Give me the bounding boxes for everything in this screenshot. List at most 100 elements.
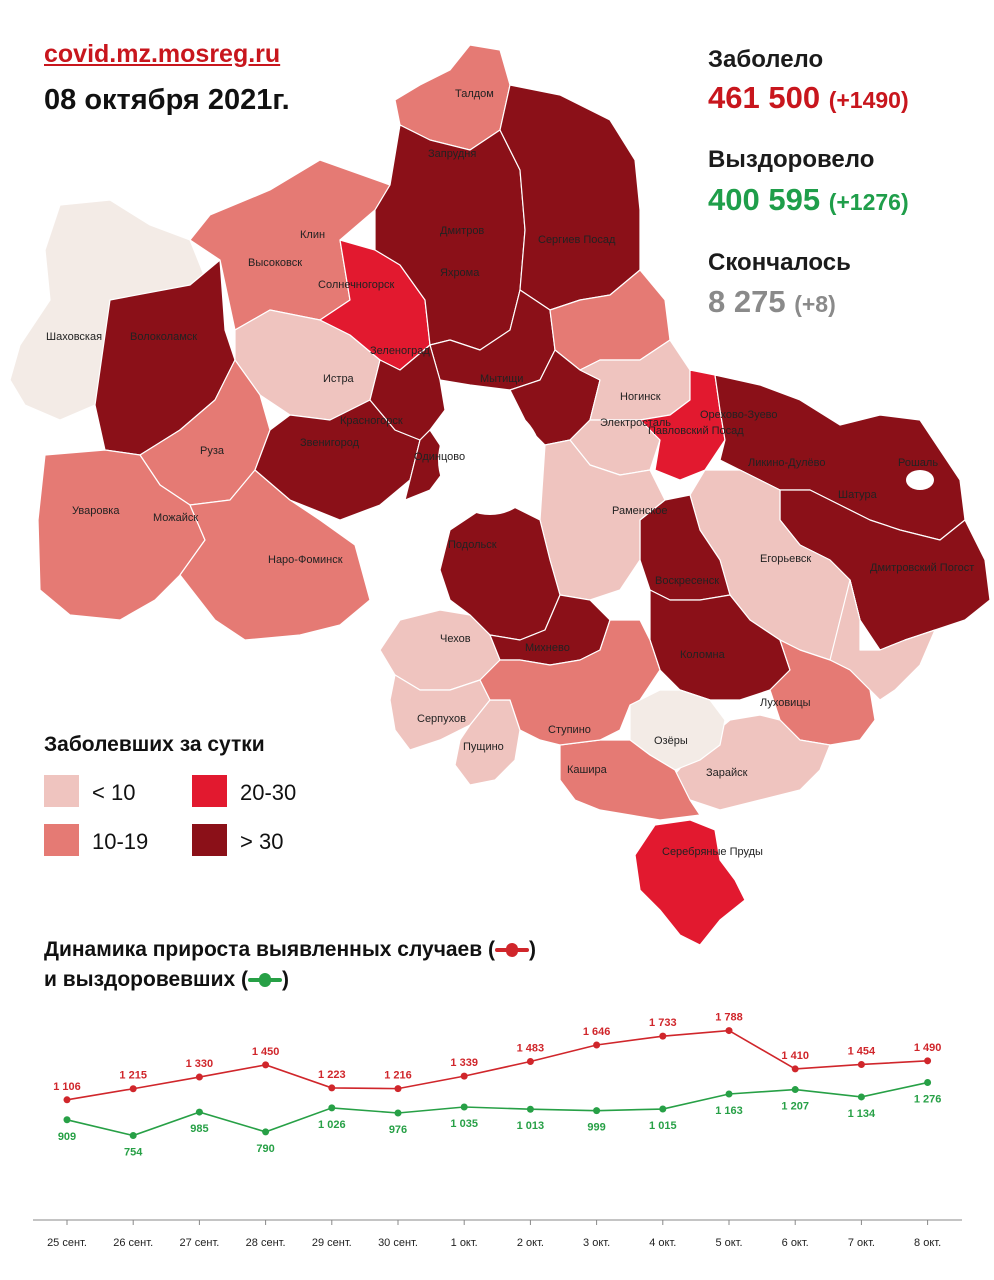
legend-label-gt30: > 30 <box>240 829 284 854</box>
x-tick-label: 27 сент. <box>179 1237 219 1249</box>
map-label: Луховицы <box>760 697 811 709</box>
map-label: Чехов <box>440 633 471 645</box>
map-label: Шатура <box>838 489 878 501</box>
recovered-point <box>63 1116 71 1124</box>
recovered-data-label: 999 <box>587 1122 605 1134</box>
chart-title-line1: Динамика прироста выявленных случаев ( <box>44 938 495 961</box>
recovered-value: 400 595 (+1276) <box>708 182 909 218</box>
recovered-series-line <box>66 1081 928 1137</box>
map-label: Одинцово <box>414 451 465 463</box>
recovered-total: 400 595 <box>708 182 821 217</box>
cases-point <box>262 1061 270 1069</box>
legend-swatch-20-30 <box>192 775 227 807</box>
recovered-point <box>659 1105 667 1113</box>
cases-data-label: 1 106 <box>53 1081 81 1093</box>
recovered-data-label: 1 276 <box>914 1094 942 1106</box>
chart-title: Динамика прироста выявленных случаев () … <box>44 935 536 995</box>
x-tick-label: 4 окт. <box>649 1237 676 1249</box>
cases-data-label: 1 483 <box>517 1043 545 1055</box>
x-tick-label: 1 окт. <box>451 1237 478 1249</box>
region-map: Талдом Запрудня Дмитров Сергиев Посад Клин Вы… <box>9 44 991 946</box>
recovered-data-label: 976 <box>389 1124 407 1136</box>
cases-point <box>63 1096 71 1104</box>
map-district-pavlovsky-posad <box>639 369 726 481</box>
map-label: Шаховская <box>46 331 102 343</box>
map-label: Яхрома <box>440 267 480 279</box>
cases-data-label: 1 223 <box>318 1069 346 1081</box>
chart-title-line1-end: ) <box>528 938 536 961</box>
map-district-krasnogorsk <box>369 344 446 441</box>
cases-data-label: 1 215 <box>119 1070 147 1082</box>
chart-title-line2: и выздоровевших ( <box>44 968 248 991</box>
deaths-delta: (+8) <box>794 291 836 317</box>
map-label: Волоколамск <box>130 331 197 343</box>
cases-point <box>725 1027 733 1035</box>
map-label: Мытищи <box>480 373 523 385</box>
map-label: Подольск <box>448 539 497 551</box>
map-label: Серпухов <box>417 713 466 725</box>
map-label: Дмитров <box>440 225 484 237</box>
x-tick-label: 29 сент. <box>312 1237 352 1249</box>
legend-label-10-19: 10-19 <box>92 829 149 854</box>
cases-point <box>328 1084 336 1092</box>
cases-data-label: 1 788 <box>715 1012 743 1024</box>
map-label: Кашира <box>567 764 608 776</box>
recovered-point <box>725 1090 733 1098</box>
cases-point <box>924 1057 932 1065</box>
cases-label: Заболело <box>708 46 824 73</box>
cases-data-label: 1 454 <box>848 1045 876 1057</box>
recovered-data-label: 1 163 <box>715 1105 743 1117</box>
recovered-data-label: 1 013 <box>517 1120 545 1132</box>
map-label: Михнево <box>525 642 570 654</box>
x-tick-label: 5 окт. <box>715 1237 742 1249</box>
moscow-city-area <box>438 405 542 515</box>
report-date: 08 октября 2021г. <box>44 84 290 116</box>
cases-data-label: 1 490 <box>914 1042 942 1054</box>
map-label: Электросталь <box>600 417 671 429</box>
x-tick-label: 2 окт. <box>517 1237 544 1249</box>
map-label: Наро-Фоминск <box>268 554 343 566</box>
cases-point <box>460 1072 468 1080</box>
recovered-point <box>791 1086 799 1094</box>
cases-data-label: 1 339 <box>450 1057 478 1069</box>
deaths-total: 8 275 <box>708 284 786 319</box>
map-lake <box>906 470 934 490</box>
x-tick-label: 7 окт. <box>848 1237 875 1249</box>
map-district-stupino <box>479 619 661 746</box>
map-label: Звенигород <box>300 437 360 449</box>
green-line-marker-icon <box>247 973 282 988</box>
x-tick-label: 25 сент. <box>47 1237 87 1249</box>
map-label: Можайск <box>153 512 198 524</box>
map-label: Пущино <box>463 741 504 753</box>
recovered-data-label: 909 <box>58 1131 76 1143</box>
legend-swatch-10-19 <box>44 824 79 856</box>
map-label: Зарайск <box>706 767 748 779</box>
legend-label-20-30: 20-30 <box>240 780 297 805</box>
recovered-data-label: 790 <box>256 1143 274 1155</box>
x-tick-label: 6 окт. <box>782 1237 809 1249</box>
recovered-point <box>328 1104 336 1112</box>
map-label: Егорьевск <box>760 553 811 565</box>
recovered-point <box>526 1105 534 1113</box>
legend-swatch-gt30 <box>192 824 227 856</box>
recovered-label: Выздоровело <box>708 146 875 173</box>
map-label: Руза <box>200 445 225 457</box>
map-label: Рошаль <box>898 457 938 469</box>
map-label: Ступино <box>548 724 591 736</box>
cases-point <box>857 1060 865 1068</box>
x-tick-label: 8 окт. <box>914 1237 941 1249</box>
cases-data-label: 1 733 <box>649 1017 677 1029</box>
cases-series-line <box>66 1029 928 1101</box>
cases-value: 461 500 (+1490) <box>708 80 909 116</box>
recovered-data-label: 754 <box>124 1147 143 1159</box>
cases-point <box>791 1065 799 1073</box>
map-label: Высоковск <box>248 257 302 269</box>
x-tick-label: 26 сент. <box>113 1237 153 1249</box>
legend-label-lt10: < 10 <box>92 780 136 805</box>
map-district-kashira <box>559 739 701 821</box>
legend-title: Заболевших за сутки <box>44 733 265 756</box>
map-label: Ликино-Дулёво <box>748 457 826 469</box>
recovered-point <box>460 1103 468 1111</box>
map-label: Красногорск <box>340 415 403 427</box>
source-link[interactable]: covid.mz.mosreg.ru <box>44 40 281 68</box>
